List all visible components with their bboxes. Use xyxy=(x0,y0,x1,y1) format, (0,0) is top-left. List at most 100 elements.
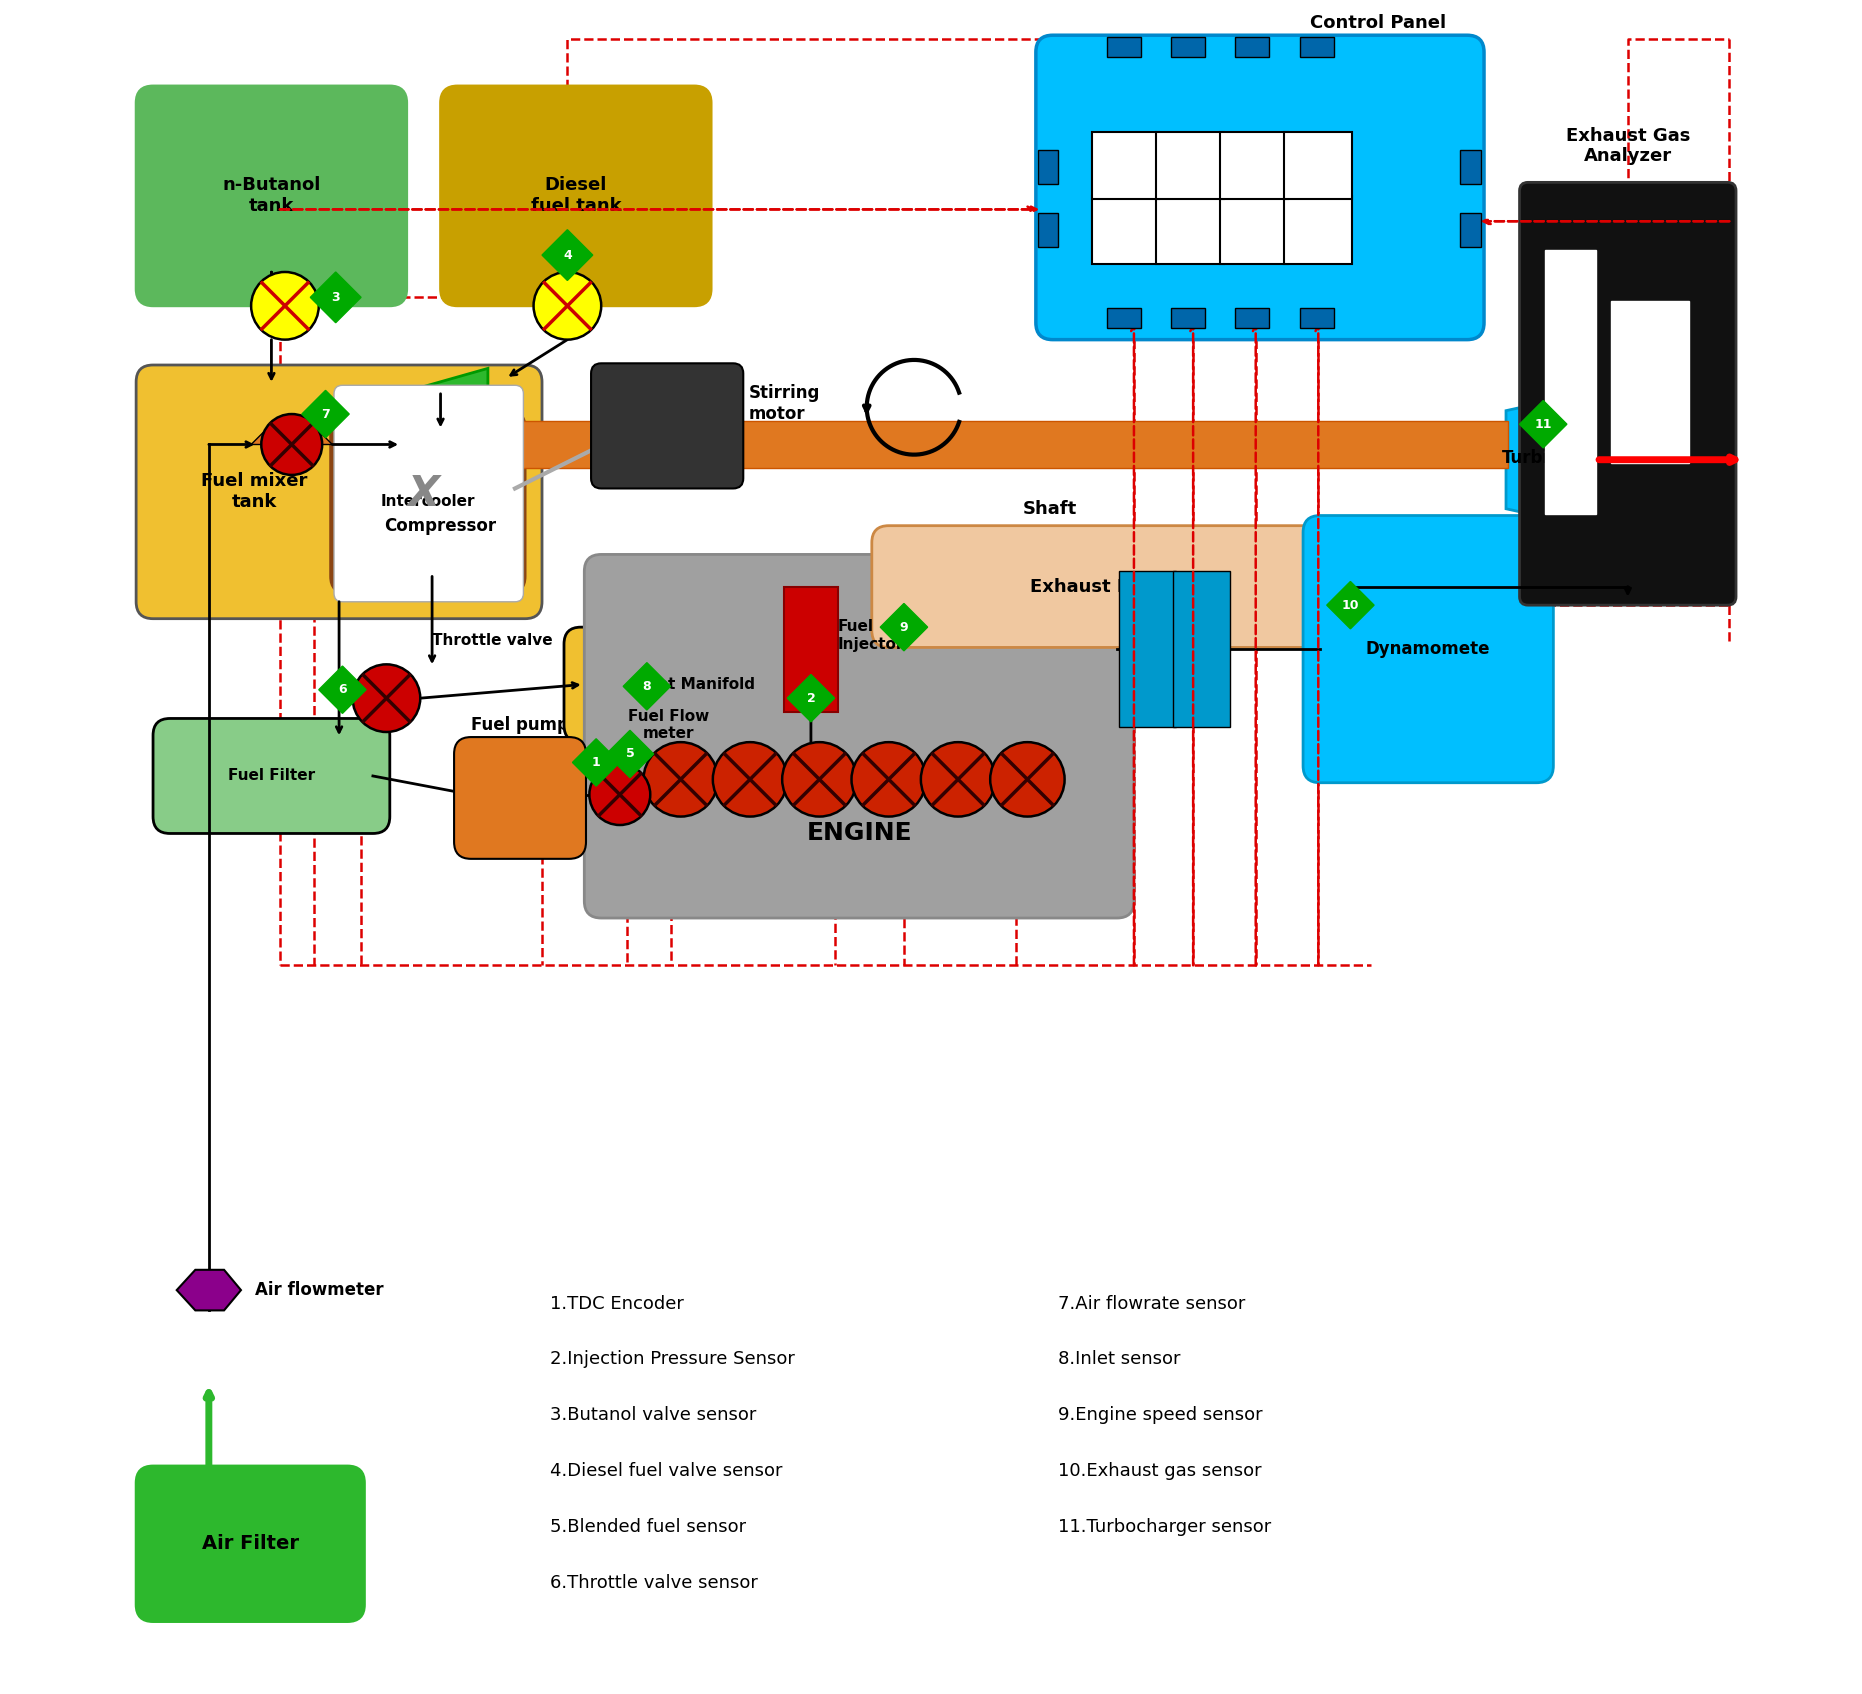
FancyBboxPatch shape xyxy=(333,385,523,601)
FancyBboxPatch shape xyxy=(585,554,1134,918)
Circle shape xyxy=(352,664,421,732)
Polygon shape xyxy=(1328,581,1374,628)
FancyBboxPatch shape xyxy=(1460,213,1480,247)
Polygon shape xyxy=(292,424,331,444)
FancyBboxPatch shape xyxy=(153,718,389,833)
Text: 5: 5 xyxy=(626,747,635,761)
FancyBboxPatch shape xyxy=(482,420,1508,468)
Text: Exhaust Gas
Analyzer: Exhaust Gas Analyzer xyxy=(1566,127,1691,166)
Text: 1: 1 xyxy=(592,756,601,769)
FancyBboxPatch shape xyxy=(1106,37,1141,58)
Circle shape xyxy=(534,273,601,339)
FancyBboxPatch shape xyxy=(1300,308,1333,329)
FancyBboxPatch shape xyxy=(1035,36,1484,339)
FancyBboxPatch shape xyxy=(564,627,827,742)
Text: Exhaust Manifolfd: Exhaust Manifolfd xyxy=(1030,578,1212,596)
FancyBboxPatch shape xyxy=(1091,197,1160,264)
FancyBboxPatch shape xyxy=(1106,308,1141,329)
FancyBboxPatch shape xyxy=(1235,37,1270,58)
Polygon shape xyxy=(302,390,350,437)
Text: 4.Diesel fuel valve sensor: 4.Diesel fuel valve sensor xyxy=(551,1462,784,1481)
Circle shape xyxy=(590,764,650,825)
FancyBboxPatch shape xyxy=(1460,151,1480,185)
FancyBboxPatch shape xyxy=(1220,132,1289,200)
FancyBboxPatch shape xyxy=(1171,308,1205,329)
Circle shape xyxy=(991,742,1065,817)
Text: n-Butanol
tank: n-Butanol tank xyxy=(222,176,320,215)
Text: 1.TDC Encoder: 1.TDC Encoder xyxy=(551,1294,685,1313)
FancyBboxPatch shape xyxy=(1285,132,1352,200)
Text: 9: 9 xyxy=(899,620,909,634)
Text: 3: 3 xyxy=(331,291,341,303)
Polygon shape xyxy=(607,730,654,778)
FancyBboxPatch shape xyxy=(441,86,711,307)
FancyBboxPatch shape xyxy=(1611,302,1689,462)
Polygon shape xyxy=(881,603,927,650)
FancyBboxPatch shape xyxy=(136,86,406,307)
Circle shape xyxy=(644,742,719,817)
Polygon shape xyxy=(398,368,488,517)
Text: Shaft: Shaft xyxy=(1022,500,1076,518)
Text: Throttle valve: Throttle valve xyxy=(432,634,553,649)
Circle shape xyxy=(782,742,857,817)
Text: Inlet Manifold: Inlet Manifold xyxy=(635,678,754,693)
Text: 8: 8 xyxy=(642,679,652,693)
FancyBboxPatch shape xyxy=(1156,197,1223,264)
Text: 2.Injection Pressure Sensor: 2.Injection Pressure Sensor xyxy=(551,1350,795,1369)
Text: 11: 11 xyxy=(1534,418,1551,430)
Text: Fuel Filter: Fuel Filter xyxy=(227,769,315,783)
Circle shape xyxy=(922,742,996,817)
Polygon shape xyxy=(1519,400,1568,447)
Text: 6: 6 xyxy=(339,683,346,696)
Circle shape xyxy=(713,742,788,817)
Text: Control Panel: Control Panel xyxy=(1311,14,1447,32)
FancyBboxPatch shape xyxy=(1173,571,1231,727)
FancyBboxPatch shape xyxy=(454,737,587,859)
Text: 10.Exhaust gas sensor: 10.Exhaust gas sensor xyxy=(1058,1462,1261,1481)
Text: Fuel
Injector: Fuel Injector xyxy=(838,620,905,652)
FancyBboxPatch shape xyxy=(1119,571,1177,727)
FancyBboxPatch shape xyxy=(668,734,821,855)
Text: Turbine: Turbine xyxy=(1501,449,1572,468)
FancyBboxPatch shape xyxy=(1519,183,1735,605)
FancyBboxPatch shape xyxy=(1156,132,1223,200)
Text: ENGINE: ENGINE xyxy=(806,822,912,845)
Circle shape xyxy=(851,742,925,817)
Text: Stirring
motor: Stirring motor xyxy=(749,385,819,424)
FancyBboxPatch shape xyxy=(331,410,525,593)
Text: 11.Turbocharger sensor: 11.Turbocharger sensor xyxy=(1058,1518,1272,1536)
Polygon shape xyxy=(624,662,670,710)
FancyBboxPatch shape xyxy=(1285,197,1352,264)
FancyBboxPatch shape xyxy=(1171,37,1205,58)
Text: Air Filter: Air Filter xyxy=(201,1535,298,1553)
Text: 4: 4 xyxy=(562,249,572,261)
Polygon shape xyxy=(251,424,292,444)
FancyBboxPatch shape xyxy=(1037,213,1058,247)
FancyBboxPatch shape xyxy=(136,1465,365,1621)
Circle shape xyxy=(261,413,322,474)
Text: Air flowmeter: Air flowmeter xyxy=(255,1281,384,1299)
FancyBboxPatch shape xyxy=(1300,37,1333,58)
Polygon shape xyxy=(318,666,367,713)
Text: 2: 2 xyxy=(806,691,816,705)
Polygon shape xyxy=(177,1270,240,1311)
FancyBboxPatch shape xyxy=(1235,308,1270,329)
Text: 9.Engine speed sensor: 9.Engine speed sensor xyxy=(1058,1406,1262,1425)
Polygon shape xyxy=(572,739,620,786)
FancyBboxPatch shape xyxy=(136,364,542,618)
FancyBboxPatch shape xyxy=(590,363,743,488)
Text: Intercooler: Intercooler xyxy=(380,495,475,510)
Text: Fuel mixer
tank: Fuel mixer tank xyxy=(201,473,307,512)
Text: 3.Butanol valve sensor: 3.Butanol valve sensor xyxy=(551,1406,756,1425)
Text: 6.Throttle valve sensor: 6.Throttle valve sensor xyxy=(551,1574,758,1592)
Text: Dynamomete: Dynamomete xyxy=(1367,640,1490,659)
Text: X: X xyxy=(408,473,439,515)
Polygon shape xyxy=(1506,390,1599,529)
Polygon shape xyxy=(311,273,361,324)
Text: Diesel
fuel tank: Diesel fuel tank xyxy=(531,176,622,215)
FancyBboxPatch shape xyxy=(1303,515,1553,783)
Text: 8.Inlet sensor: 8.Inlet sensor xyxy=(1058,1350,1181,1369)
Polygon shape xyxy=(788,674,834,722)
FancyBboxPatch shape xyxy=(871,525,1370,647)
FancyBboxPatch shape xyxy=(1220,197,1289,264)
